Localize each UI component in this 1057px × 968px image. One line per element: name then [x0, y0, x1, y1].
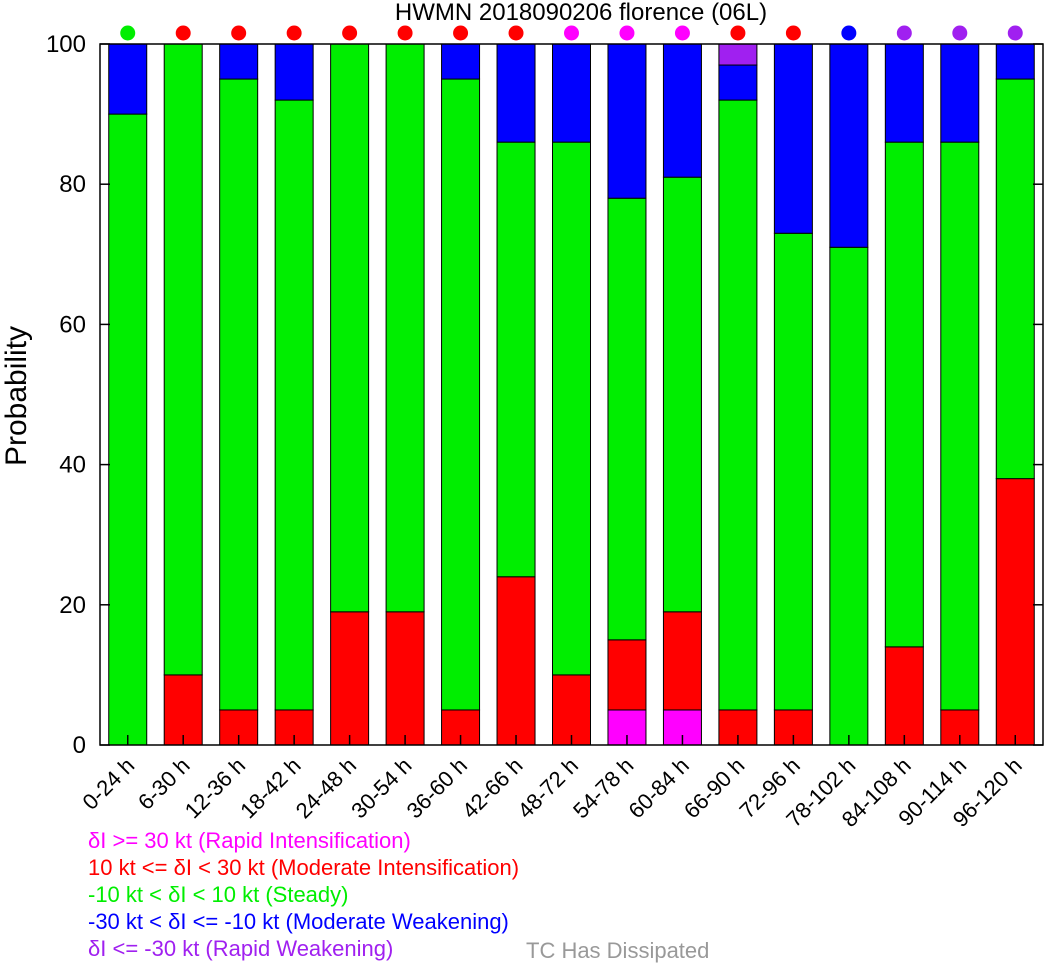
bar-segment-3-11 — [718, 64, 758, 101]
y-axis-label: Probability — [0, 326, 33, 466]
x-tick-label-10: 60-84 h — [624, 753, 694, 823]
bar-segment-3-14 — [884, 43, 924, 143]
dominant-dot-16 — [1007, 25, 1023, 41]
bar-segment-2-2 — [219, 78, 259, 711]
dominant-dot-1 — [175, 25, 191, 41]
bar-segment-2-3 — [274, 99, 314, 711]
bar-segment-4-11 — [718, 43, 758, 66]
x-tick-label-3: 18-42 h — [235, 753, 305, 823]
y-ticks-group: 0 20 40 60 80 100 — [46, 31, 1043, 759]
y-tick-label-2: 40 — [59, 452, 86, 479]
bar-segment-2-11 — [718, 99, 758, 711]
dominant-dot-4 — [342, 25, 358, 41]
x-tick-label-4: 24-48 h — [291, 753, 361, 823]
x-tick-label-0: 0-24 h — [77, 753, 139, 815]
x-tick-label-11: 66-90 h — [679, 753, 749, 823]
x-tick-label-6: 36-60 h — [402, 753, 472, 823]
y-tick-label-4: 80 — [59, 171, 86, 198]
y-tick-label-0: 0 — [73, 732, 86, 759]
bar-segment-3-0 — [108, 43, 148, 115]
bar-segment-2-1 — [163, 43, 203, 676]
y-tick-label-1: 20 — [59, 592, 86, 619]
bar-segment-2-12 — [773, 232, 813, 711]
bars-group — [108, 43, 1035, 746]
dominant-dots-group — [120, 25, 1023, 41]
dominant-dot-3 — [286, 25, 302, 41]
bar-segment-3-15 — [940, 43, 980, 143]
bar-segment-2-8 — [552, 141, 591, 676]
legend-entry-4: δI <= -30 kt (Rapid Weakening) — [88, 936, 394, 961]
bar-segment-3-13 — [829, 43, 869, 248]
bar-segment-2-5 — [385, 43, 425, 613]
bar-segment-2-6 — [441, 78, 481, 711]
bar-segment-3-6 — [441, 43, 481, 80]
legend-entry-0: δI >= 30 kt (Rapid Intensification) — [88, 828, 411, 853]
bar-segment-2-7 — [496, 141, 536, 578]
bar-segment-1-10 — [662, 611, 702, 711]
legend-dissipated: TC Has Dissipated — [526, 938, 710, 963]
x-tick-label-5: 30-54 h — [346, 753, 416, 823]
dominant-dot-13 — [841, 25, 857, 41]
bar-segment-1-5 — [385, 611, 425, 746]
bar-segment-2-0 — [108, 113, 148, 746]
dominant-dot-15 — [952, 25, 968, 41]
legend-entry-2: -10 kt < δI < 10 kt (Steady) — [88, 882, 349, 907]
bar-segment-1-7 — [496, 576, 536, 746]
bar-segment-3-3 — [274, 43, 314, 101]
dominant-dot-7 — [508, 25, 524, 41]
bar-segment-2-9 — [607, 197, 647, 641]
x-ticks-group: 0-24 h6-30 h12-36 h18-42 h24-48 h30-54 h… — [77, 735, 1027, 832]
dominant-dot-10 — [674, 25, 690, 41]
dominant-dot-9 — [619, 25, 635, 41]
legend-entry-1: 10 kt <= δI < 30 kt (Moderate Intensific… — [88, 855, 520, 880]
bar-segment-2-13 — [829, 246, 869, 746]
bar-segment-1-14 — [884, 646, 924, 746]
x-tick-label-9: 54-78 h — [568, 753, 638, 823]
chart-title: HWMN 2018090206 florence (06L) — [395, 0, 767, 26]
dominant-dot-11 — [730, 25, 746, 41]
dominant-dot-14 — [896, 25, 912, 41]
bar-segment-3-8 — [552, 43, 591, 143]
bar-segment-2-16 — [995, 78, 1035, 480]
bar-segment-1-16 — [995, 478, 1035, 746]
bar-segment-2-14 — [884, 141, 924, 648]
legend-entry-3: -30 kt < δI <= -10 kt (Moderate Weakenin… — [88, 909, 509, 934]
dominant-dot-5 — [397, 25, 413, 41]
x-tick-label-8: 48-72 h — [513, 753, 583, 823]
dominant-dot-12 — [785, 25, 801, 41]
bar-segment-2-4 — [330, 43, 370, 613]
dominant-dot-8 — [564, 25, 579, 41]
dominant-dot-2 — [231, 25, 247, 41]
bar-segment-2-15 — [940, 141, 980, 711]
bar-segment-1-1 — [163, 674, 203, 746]
bar-segment-1-8 — [552, 674, 591, 746]
bar-segment-1-4 — [330, 611, 370, 746]
x-tick-label-7: 42-66 h — [457, 753, 527, 823]
dominant-dot-0 — [120, 25, 136, 41]
y-tick-label-3: 60 — [59, 311, 86, 338]
bar-segment-1-9 — [607, 639, 647, 711]
bar-segment-3-2 — [219, 43, 259, 80]
y-tick-label-5: 100 — [46, 31, 86, 58]
bar-segment-3-10 — [662, 43, 702, 178]
bar-segment-3-12 — [773, 43, 813, 234]
x-tick-label-2: 12-36 h — [180, 753, 250, 823]
bar-segment-3-7 — [496, 43, 536, 143]
bar-segment-3-9 — [607, 43, 647, 199]
bar-segment-2-10 — [662, 176, 702, 613]
bar-segment-3-16 — [995, 43, 1035, 80]
dominant-dot-6 — [453, 25, 469, 41]
